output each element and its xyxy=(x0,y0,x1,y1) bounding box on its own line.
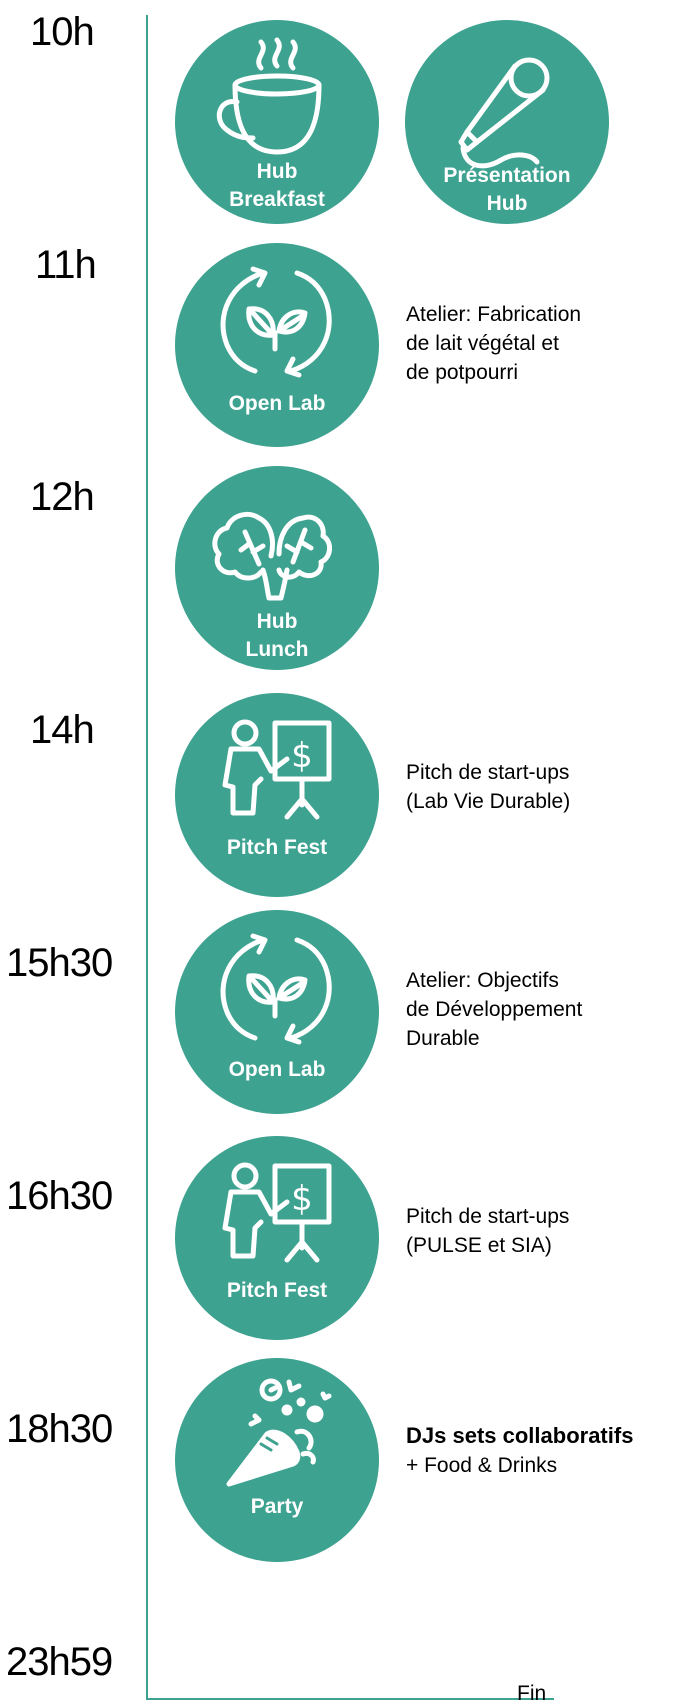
event-label: Open Lab xyxy=(175,390,379,418)
description-bold-line: DJs sets collaboratifs xyxy=(406,1423,634,1448)
event-label: Party xyxy=(175,1493,379,1521)
microphone-icon xyxy=(458,57,550,169)
lettuce-icon xyxy=(212,511,332,601)
end-label: Fin xyxy=(517,1682,547,1705)
time-label-18h30: 18h30 xyxy=(6,1407,113,1451)
description-line: (PULSE et SIA) xyxy=(406,1234,552,1257)
event-description-pitch-fest-2: Pitch de start-ups (PULSE et SIA) xyxy=(406,1202,569,1260)
event-label: Hub Breakfast xyxy=(175,158,379,214)
event-label-line: Hub xyxy=(256,610,298,633)
event-label-line: Party xyxy=(250,1495,304,1518)
description-line: Atelier: Objectifs xyxy=(406,969,559,992)
description-line: Durable xyxy=(406,1027,480,1050)
description-line: Pitch de start-ups xyxy=(406,761,570,784)
event-open-lab-2: Open Lab xyxy=(175,910,379,1114)
event-description-open-lab-1: Atelier: Fabrication de lait végétal et … xyxy=(406,300,581,387)
description-line: Atelier: Fabrication xyxy=(406,303,582,326)
event-label-line: Lunch xyxy=(245,638,309,661)
event-label-line: Hub xyxy=(486,192,528,215)
event-hub-lunch: Hub Lunch xyxy=(175,466,379,670)
event-label: Open Lab xyxy=(175,1056,379,1084)
description-line: de potpourri xyxy=(406,361,519,384)
event-description-open-lab-2: Atelier: Objectifs de Développement Dura… xyxy=(406,966,582,1053)
time-label-10h: 10h xyxy=(30,10,95,54)
timeline-axis-horizontal xyxy=(146,1698,554,1700)
time-label-14h: 14h xyxy=(30,708,95,752)
event-label-line: Pitch Fest xyxy=(226,1279,328,1302)
time-label-12h: 12h xyxy=(30,475,95,519)
event-label: Pitch Fest xyxy=(175,834,379,862)
time-label-15h30: 15h30 xyxy=(6,941,113,985)
event-pitch-fest-1: $ Pitch Fest xyxy=(175,693,379,897)
description-line: (Lab Vie Durable) xyxy=(406,790,571,813)
description-line: + Food & Drinks xyxy=(406,1454,558,1477)
event-presentation-hub: Présentation Hub xyxy=(405,20,609,224)
event-open-lab-1: Open Lab xyxy=(175,243,379,447)
time-label-23h59: 23h59 xyxy=(6,1640,113,1684)
time-label-16h30: 16h30 xyxy=(6,1174,113,1218)
event-label: Présentation Hub xyxy=(405,162,609,218)
description-line: de lait végétal et xyxy=(406,332,559,355)
svg-text:$: $ xyxy=(291,736,313,776)
event-description-party: DJs sets collaboratifs + Food & Drinks xyxy=(406,1421,633,1480)
event-label: Pitch Fest xyxy=(175,1277,379,1305)
event-label-line: Open Lab xyxy=(228,1058,326,1081)
event-label-line: Hub xyxy=(256,160,298,183)
event-label-line: Présentation xyxy=(443,164,571,187)
event-party: Party xyxy=(175,1358,379,1562)
event-hub-breakfast: Hub Breakfast xyxy=(175,20,379,224)
presenter-icon: $ xyxy=(222,719,332,820)
timeline-axis-vertical xyxy=(146,15,148,1700)
event-description-pitch-fest-1: Pitch de start-ups (Lab Vie Durable) xyxy=(406,758,570,816)
event-label-line: Open Lab xyxy=(228,392,326,415)
party-popper-icon xyxy=(226,1378,332,1487)
recycle-leaf-icon xyxy=(220,266,332,378)
presenter-icon: $ xyxy=(222,1162,332,1263)
description-line: Pitch de start-ups xyxy=(406,1205,570,1228)
coffee-cup-icon xyxy=(216,37,322,155)
description-line: de Développement xyxy=(406,998,583,1021)
time-label-11h: 11h xyxy=(35,243,97,287)
event-label-line: Breakfast xyxy=(229,188,325,211)
event-label: Hub Lunch xyxy=(175,608,379,664)
event-label-line: Pitch Fest xyxy=(226,836,328,859)
event-pitch-fest-2: $ Pitch Fest xyxy=(175,1136,379,1340)
recycle-leaf-icon xyxy=(220,933,332,1045)
svg-text:$: $ xyxy=(291,1179,313,1219)
